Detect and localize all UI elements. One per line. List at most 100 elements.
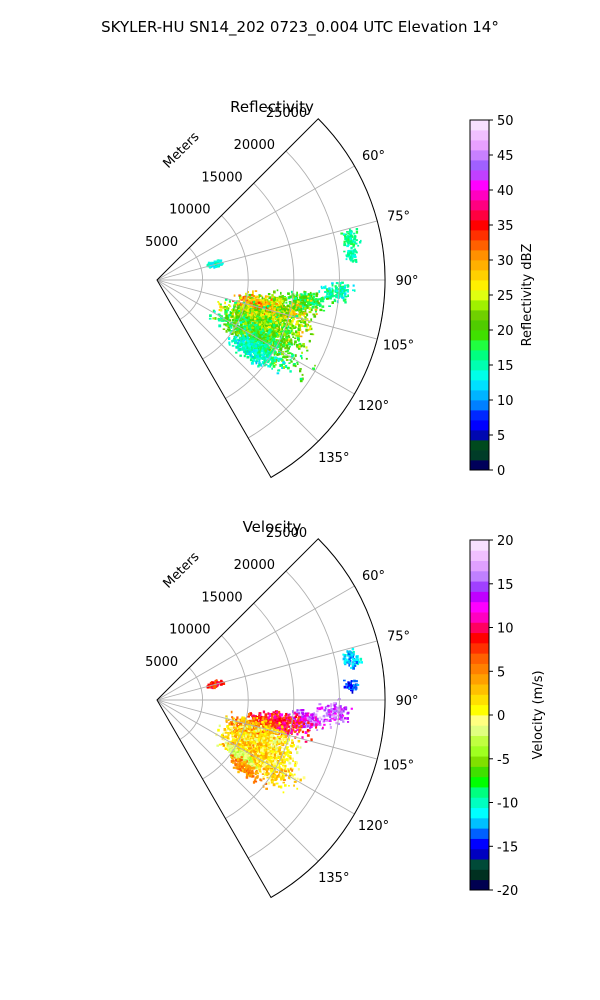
gate — [246, 319, 249, 323]
gate — [284, 355, 287, 358]
gate — [243, 339, 246, 342]
gate — [258, 712, 262, 715]
gate — [288, 301, 292, 303]
colorbar-segment — [470, 130, 489, 141]
gate — [269, 304, 273, 308]
gate — [253, 298, 256, 302]
gate — [268, 359, 270, 363]
gate — [279, 715, 282, 718]
gate — [281, 324, 284, 327]
gate — [260, 319, 263, 322]
gate — [275, 363, 277, 366]
gate — [259, 302, 263, 306]
gate — [228, 313, 232, 317]
gate — [225, 719, 228, 722]
gate — [283, 325, 286, 327]
gate — [248, 713, 251, 716]
gate — [328, 289, 332, 293]
gate — [346, 650, 349, 653]
gate — [285, 301, 288, 304]
gate — [321, 300, 325, 303]
gate — [265, 363, 268, 366]
gate — [209, 261, 213, 264]
gate — [315, 313, 318, 315]
gate — [282, 356, 285, 358]
gate — [296, 363, 299, 365]
gate — [295, 295, 298, 299]
gate — [298, 729, 302, 732]
gate — [246, 728, 249, 731]
gate — [234, 333, 238, 336]
range-ring — [179, 247, 203, 320]
gate — [231, 310, 235, 313]
gate — [230, 330, 234, 332]
gate — [351, 250, 354, 253]
gate — [209, 263, 213, 266]
gate — [265, 316, 268, 319]
gate — [307, 729, 309, 732]
gate — [333, 702, 336, 705]
gate — [270, 752, 273, 755]
gate — [271, 719, 274, 722]
gate — [341, 281, 344, 284]
gate — [304, 316, 307, 319]
gate — [338, 705, 342, 708]
gate — [291, 296, 295, 299]
gate — [258, 304, 261, 306]
gate — [296, 303, 300, 307]
gate — [262, 325, 265, 328]
gate — [273, 342, 276, 345]
gate — [345, 295, 348, 298]
gate — [246, 722, 249, 725]
gate — [328, 287, 331, 290]
gate — [348, 682, 351, 685]
gate — [330, 708, 332, 710]
gate — [269, 322, 272, 325]
gate — [277, 307, 280, 310]
gate — [257, 332, 260, 335]
gate — [288, 719, 291, 722]
gate — [299, 354, 303, 358]
gate — [224, 308, 227, 312]
gate — [246, 724, 250, 727]
gate — [288, 322, 291, 326]
gate — [246, 346, 249, 349]
gate — [345, 706, 348, 710]
gate — [351, 691, 354, 694]
gate — [295, 320, 299, 324]
gate — [280, 718, 284, 721]
gate — [281, 303, 284, 306]
gate — [330, 704, 332, 708]
gate — [272, 726, 274, 729]
gate — [271, 362, 274, 365]
gate — [255, 324, 259, 328]
gate — [352, 240, 355, 243]
gate — [360, 661, 363, 664]
gate — [254, 355, 258, 359]
gate — [222, 306, 224, 309]
gate — [247, 321, 250, 325]
gate — [247, 341, 250, 344]
gate — [245, 316, 248, 319]
gate — [346, 686, 349, 689]
gate — [270, 314, 273, 318]
gate — [253, 314, 256, 318]
gate — [286, 723, 289, 726]
gate — [282, 301, 285, 304]
gate — [354, 665, 357, 667]
gate — [261, 721, 264, 724]
gate — [352, 653, 355, 656]
gate — [231, 345, 235, 347]
gate — [252, 329, 255, 332]
gate — [247, 329, 250, 333]
gate — [236, 722, 239, 724]
gate — [251, 722, 255, 725]
gate — [296, 728, 300, 731]
gate — [352, 245, 355, 248]
gate — [343, 250, 346, 253]
gate — [344, 292, 347, 296]
gate — [313, 301, 316, 304]
gate — [275, 722, 278, 726]
gate — [237, 326, 240, 330]
gate — [352, 658, 356, 662]
